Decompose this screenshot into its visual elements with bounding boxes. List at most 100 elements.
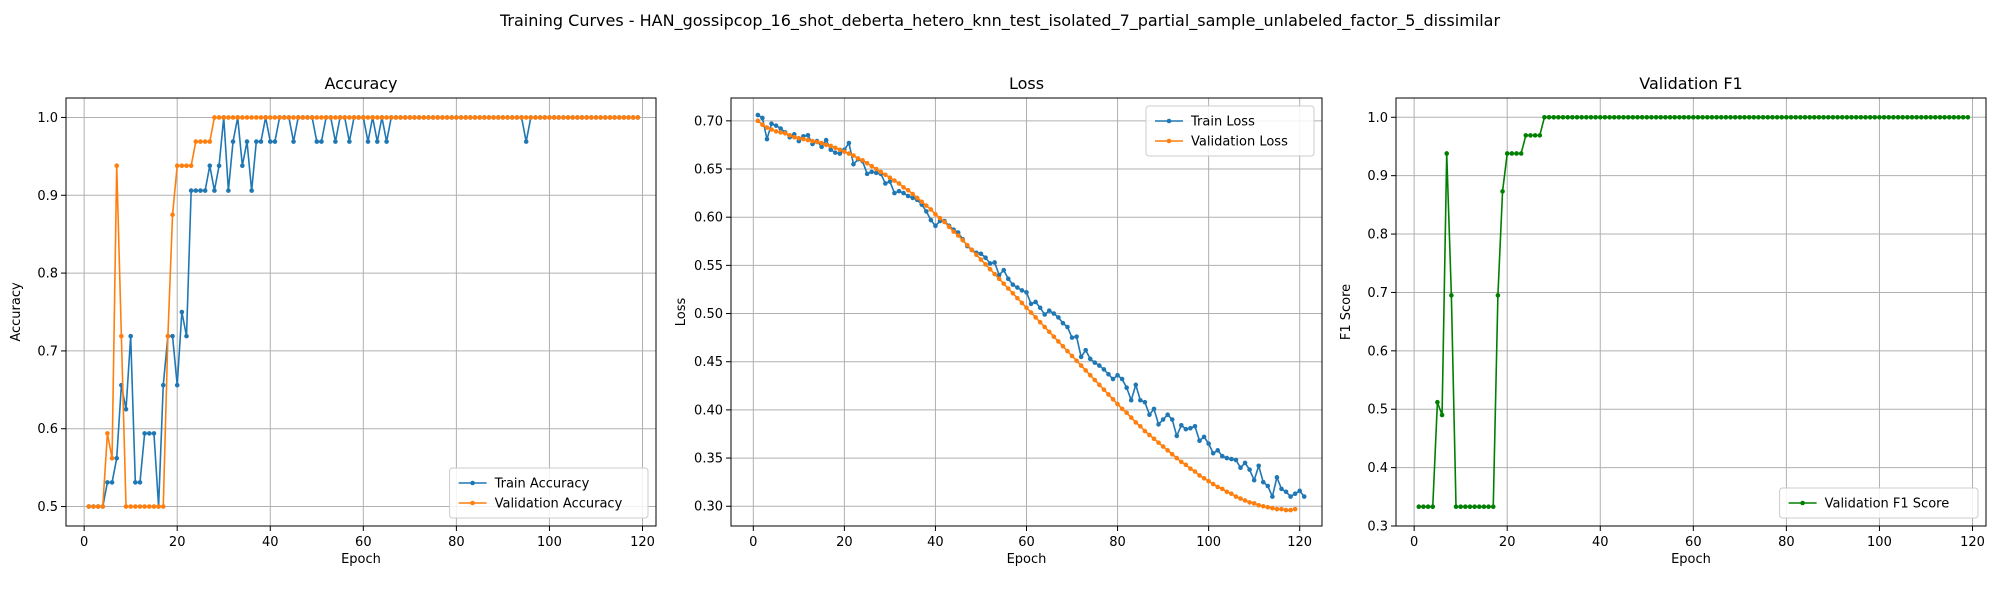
validation-accuracy-point bbox=[337, 115, 343, 120]
validation-loss-point bbox=[755, 118, 761, 124]
validation-f1-score-series bbox=[1416, 114, 1971, 510]
validation-f1-score-point bbox=[1849, 114, 1854, 120]
validation-f1-x-tick-label: 120 bbox=[1960, 535, 1985, 550]
train-accuracy-point bbox=[142, 431, 147, 436]
validation-loss-point bbox=[1119, 406, 1125, 412]
validation-f1-panel: Validation F1 Epoch F1 Score 0 20 40 60 80 10… bbox=[1339, 74, 1987, 567]
validation-loss-point bbox=[1056, 339, 1061, 344]
train-loss-point bbox=[1229, 456, 1234, 462]
train-loss-point bbox=[832, 150, 838, 155]
validation-loss-point bbox=[1169, 451, 1175, 457]
validation-f1-score-point bbox=[1504, 151, 1510, 156]
validation-f1-score-point bbox=[1825, 114, 1831, 120]
accuracy-y-tick-label: 0.8 bbox=[37, 267, 58, 282]
validation-accuracy-point bbox=[314, 115, 320, 120]
train-loss-point bbox=[1292, 491, 1298, 497]
validation-f1-score-point bbox=[1951, 114, 1957, 120]
validation-accuracy-point bbox=[630, 115, 636, 120]
figure-title: Training Curves - HAN_gossipcop_16_shot_… bbox=[499, 11, 1501, 31]
validation-accuracy-point bbox=[365, 115, 371, 120]
validation-f1-score-point bbox=[1611, 114, 1617, 120]
train-accuracy-point bbox=[240, 163, 245, 168]
validation-accuracy-point bbox=[523, 115, 529, 120]
validation-f1-score-point bbox=[1509, 151, 1515, 156]
train-loss-point bbox=[1165, 412, 1170, 418]
train-loss-point bbox=[851, 161, 856, 167]
validation-accuracy-point bbox=[114, 163, 120, 168]
validation-loss-point bbox=[778, 130, 783, 135]
validation-accuracy-point bbox=[323, 115, 329, 120]
train-accuracy-point bbox=[160, 382, 166, 388]
validation-f1-score-point bbox=[1956, 114, 1961, 120]
loss-x-tick-label: 100 bbox=[1196, 535, 1221, 550]
validation-f1-score-point bbox=[1732, 114, 1738, 120]
validation-loss-point bbox=[860, 158, 865, 163]
validation-loss-point bbox=[896, 181, 902, 186]
train-accuracy-point bbox=[244, 139, 250, 144]
validation-f1-score-point bbox=[1602, 114, 1608, 120]
validation-accuracy-point bbox=[267, 115, 273, 120]
validation-f1-score-point bbox=[1784, 114, 1789, 120]
train-loss-point bbox=[1097, 363, 1102, 368]
validation-f1-score-point bbox=[1881, 114, 1887, 120]
validation-f1-score-point bbox=[1463, 504, 1468, 510]
validation-loss-point bbox=[946, 224, 952, 230]
loss-y-tick-label: 0.65 bbox=[694, 163, 723, 178]
validation-loss-point bbox=[1270, 505, 1275, 511]
validation-f1-score-point bbox=[1891, 114, 1896, 120]
validation-accuracy-point bbox=[188, 163, 194, 168]
train-accuracy-point bbox=[347, 139, 352, 144]
validation-loss-point bbox=[1188, 466, 1193, 471]
validation-loss-legend-label: Validation Loss bbox=[1191, 135, 1288, 150]
validation-f1-score-point bbox=[1946, 114, 1952, 120]
accuracy-x-tick-label: 80 bbox=[448, 535, 465, 550]
validation-accuracy-point bbox=[95, 504, 101, 509]
validation-accuracy-point bbox=[226, 115, 231, 120]
validation-accuracy-point bbox=[463, 115, 468, 120]
validation-loss-point bbox=[1051, 334, 1057, 339]
validation-f1-score-point bbox=[1965, 114, 1971, 120]
validation-f1-score-point bbox=[1844, 114, 1850, 120]
validation-f1-x-axis-label: Epoch bbox=[1671, 552, 1711, 567]
validation-loss-point bbox=[1210, 481, 1216, 487]
validation-f1-y-tick-label: 0.9 bbox=[1367, 169, 1388, 184]
validation-accuracy-point bbox=[426, 115, 431, 120]
validation-loss-point bbox=[837, 147, 843, 153]
validation-accuracy-point bbox=[561, 115, 566, 120]
train-accuracy-point bbox=[151, 431, 157, 436]
train-accuracy-point bbox=[207, 163, 213, 168]
validation-f1-score-point bbox=[1616, 114, 1622, 120]
validation-loss-point bbox=[937, 215, 943, 221]
validation-f1-score-point bbox=[1625, 114, 1631, 120]
train-accuracy-point bbox=[202, 188, 208, 193]
validation-loss-point bbox=[1160, 444, 1166, 449]
validation-f1-score-point bbox=[1435, 399, 1440, 405]
validation-f1-score-point bbox=[1919, 114, 1924, 120]
accuracy-y-tick-label: 0.7 bbox=[37, 344, 58, 359]
validation-loss-point bbox=[828, 143, 834, 149]
validation-accuracy-point bbox=[179, 163, 185, 168]
validation-loss-point bbox=[996, 276, 1002, 282]
validation-loss-point bbox=[1065, 348, 1070, 354]
validation-loss-point bbox=[1147, 432, 1152, 438]
train-accuracy-point bbox=[249, 188, 254, 193]
validation-f1-score-point bbox=[1686, 114, 1691, 120]
accuracy-x-tick-label: 120 bbox=[630, 535, 655, 550]
train-loss-point bbox=[819, 144, 824, 150]
validation-f1-score-point bbox=[1421, 504, 1426, 510]
train-loss-point bbox=[1056, 315, 1061, 320]
validation-f1-score-point bbox=[1579, 114, 1584, 120]
validation-loss-point bbox=[1133, 420, 1139, 425]
validation-loss-point bbox=[832, 145, 838, 151]
validation-accuracy-point bbox=[468, 115, 473, 120]
train-loss-legend-marker bbox=[1166, 118, 1172, 124]
train-loss-point bbox=[828, 147, 834, 153]
train-loss-point bbox=[1024, 290, 1029, 295]
validation-f1-score-point bbox=[1528, 133, 1533, 138]
validation-loss-point bbox=[782, 131, 788, 136]
loss-y-tick-label: 0.60 bbox=[694, 211, 723, 226]
validation-accuracy-point bbox=[616, 115, 622, 120]
validation-accuracy-point bbox=[272, 115, 278, 120]
validation-f1-score-point bbox=[1695, 114, 1701, 120]
validation-f1-score-point bbox=[1867, 114, 1873, 120]
